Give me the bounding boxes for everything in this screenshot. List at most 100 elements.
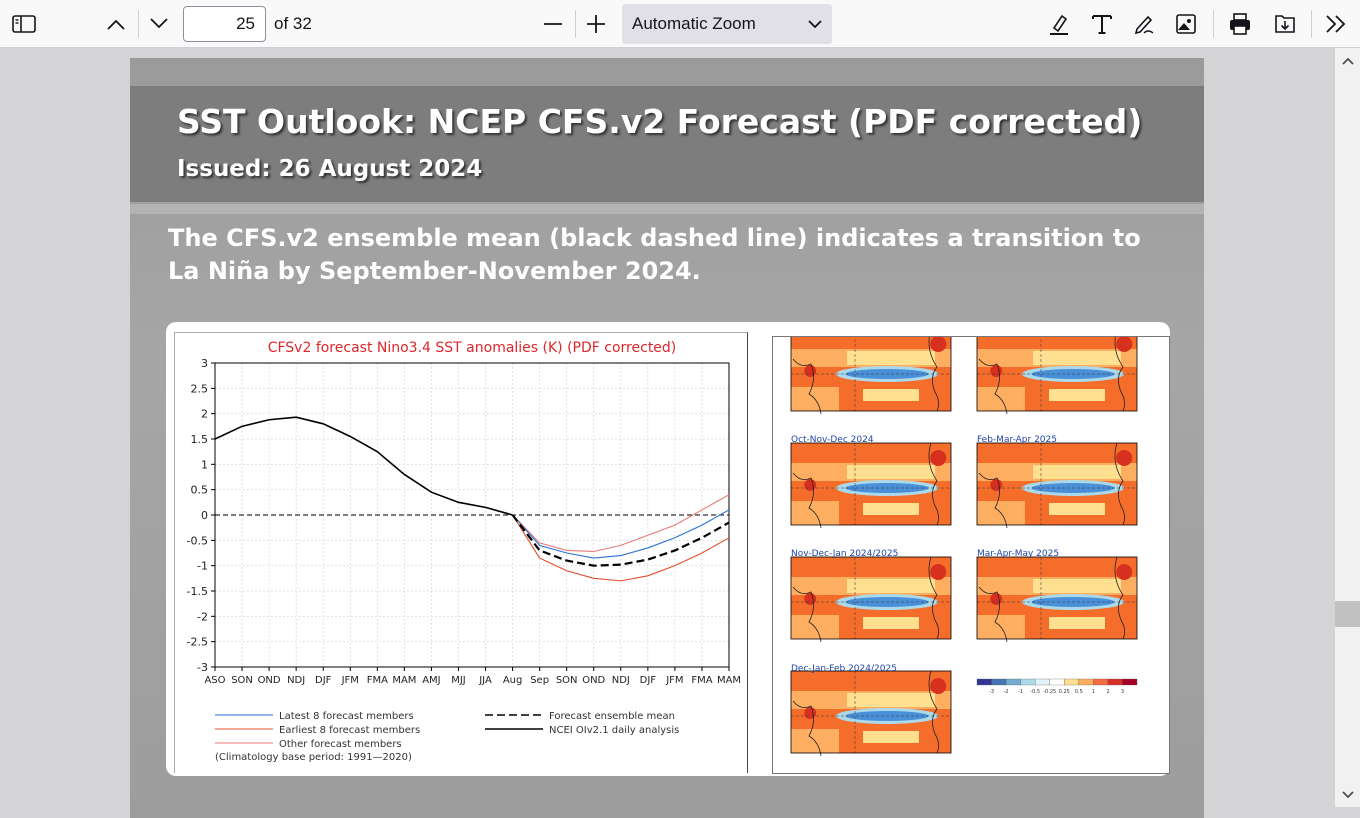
draw-icon[interactable]	[1128, 8, 1160, 40]
vertical-scrollbar[interactable]	[1335, 48, 1360, 807]
chevron-down-icon	[808, 20, 822, 28]
figure-card: CFSv2 forecast Nino3.4 SST anomalies (K)…	[166, 322, 1170, 776]
x-tick-label: NDJ	[612, 675, 630, 686]
scrollbar-thumb[interactable]	[1335, 601, 1360, 627]
colorbar-cell	[991, 678, 1007, 686]
sidebar-toggle-icon[interactable]	[8, 8, 40, 40]
y-tick-label: -1.5	[187, 585, 208, 598]
y-tick-label: 0	[201, 509, 208, 522]
y-tick-label: -3	[197, 661, 208, 674]
series-line	[512, 509, 730, 559]
highlight-icon[interactable]	[1043, 8, 1075, 40]
map-label: Oct-Nov-Dec 2024	[791, 435, 874, 445]
y-tick-label: 1	[201, 458, 208, 471]
x-tick-label: AMJ	[422, 675, 440, 686]
legend-label: Forecast ensemble mean	[549, 711, 675, 722]
colorbar-cell	[1107, 678, 1123, 686]
print-icon[interactable]	[1224, 8, 1256, 40]
x-tick-label: DJF	[315, 675, 332, 686]
colorbar-cell	[1078, 678, 1094, 686]
text-tool-icon[interactable]	[1086, 8, 1118, 40]
previous-page-button[interactable]	[100, 8, 132, 40]
colorbar-cell	[1064, 678, 1079, 686]
scroll-up-icon[interactable]	[1341, 54, 1355, 68]
toolbar-divider	[575, 10, 576, 38]
sst-map-panel	[976, 337, 1138, 415]
toolbar-divider	[1213, 10, 1214, 38]
legend-label: Other forecast members	[279, 739, 402, 750]
y-tick-label: 2.5	[191, 382, 209, 395]
zoom-select-label: Automatic Zoom	[632, 14, 756, 33]
scroll-down-icon[interactable]	[1341, 788, 1355, 802]
colorbar-cell	[976, 678, 992, 686]
x-tick-label: Sep	[530, 675, 549, 686]
more-tools-icon[interactable]	[1320, 8, 1352, 40]
colorbar-tick-label: -0.25	[1043, 689, 1056, 695]
legend-label: Earliest 8 forecast members	[279, 725, 420, 736]
nino34-forecast-chart: CFSv2 forecast Nino3.4 SST anomalies (K)…	[187, 340, 742, 763]
y-tick-label: -2.5	[187, 636, 208, 649]
sst-map-panel	[790, 337, 952, 415]
x-tick-label: JFM	[341, 675, 359, 686]
page-number-input[interactable]	[183, 6, 266, 42]
x-tick-label: SON	[556, 675, 578, 686]
zoom-select[interactable]: Automatic Zoom	[622, 4, 832, 44]
toolbar-divider	[1311, 10, 1312, 38]
plot-frame: CFSv2 forecast Nino3.4 SST anomalies (K)…	[174, 332, 748, 773]
issued-date: Issued: 26 August 2024	[177, 156, 483, 182]
x-tick-label: Aug	[503, 675, 523, 686]
y-tick-label: 1.5	[191, 433, 209, 446]
colorbar-tick-label: 0.5	[1075, 689, 1083, 695]
sst-map-panel	[790, 556, 952, 643]
zoom-in-button[interactable]	[580, 8, 612, 40]
colorbar-tick-label: -3	[989, 689, 994, 695]
series-line	[512, 514, 730, 582]
x-tick-label: DJF	[640, 675, 657, 686]
x-tick-label: SON	[231, 675, 253, 686]
toolbar-divider	[138, 10, 139, 38]
legend-label: Latest 8 forecast members	[279, 711, 414, 722]
y-tick-label: -0.5	[187, 534, 208, 547]
x-tick-label: MJJ	[451, 675, 466, 686]
chart-title: CFSv2 forecast Nino3.4 SST anomalies (K)…	[268, 340, 677, 356]
series-line	[511, 514, 730, 567]
page-count-label: of 32	[274, 14, 312, 33]
next-page-button[interactable]	[143, 8, 175, 40]
colorbar-tick-label: -0.5	[1030, 689, 1040, 695]
y-tick-label: 0.5	[191, 484, 209, 497]
x-tick-label: OND	[582, 675, 605, 686]
colorbar-tick-label: 1	[1092, 689, 1095, 695]
y-tick-label: 2	[201, 408, 208, 421]
zoom-out-button[interactable]	[537, 8, 569, 40]
colorbar-tick-label: 0.25	[1059, 689, 1070, 695]
title-band	[130, 86, 1204, 202]
map-label: Dec-Jan-Feb 2024/2025	[791, 664, 897, 674]
sst-anomaly-maps: -3 -2 -1 -0.5 -0.25 0.25 0.5 1 2 3 Oct-Nov-Dec 20…	[772, 336, 1170, 774]
x-tick-label: MAM	[392, 675, 416, 686]
x-tick-label: FMA	[691, 675, 712, 686]
x-tick-label: ASO	[204, 675, 225, 686]
legend-label: NCEI OIv2.1 daily analysis	[549, 725, 679, 736]
colorbar-tick-label: 2	[1106, 689, 1109, 695]
y-tick-label: -2	[197, 610, 208, 623]
sst-map-panel	[976, 442, 1138, 529]
x-tick-label: JJA	[478, 675, 492, 686]
sst-map-panel	[790, 670, 952, 757]
pdf-page: SST Outlook: NCEP CFS.v2 Forecast (PDF c…	[130, 58, 1204, 818]
x-tick-label: FMA	[367, 675, 388, 686]
download-icon[interactable]	[1269, 8, 1301, 40]
x-tick-label: MAM	[717, 675, 741, 686]
image-icon[interactable]	[1170, 8, 1202, 40]
x-tick-label: OND	[258, 675, 281, 686]
colorbar-cell	[1093, 678, 1109, 686]
map-label: Nov-Dec-Jan 2024/2025	[791, 549, 899, 559]
colorbar-tick-label: 3	[1121, 689, 1124, 695]
divider-band	[130, 204, 1204, 214]
colorbar-cell	[1035, 678, 1050, 686]
series-line	[214, 416, 513, 516]
slide-description: The CFS.v2 ensemble mean (black dashed l…	[168, 224, 1141, 285]
colorbar-cell	[1005, 678, 1021, 686]
x-tick-label: JFM	[665, 675, 683, 686]
colorbar-cell	[1049, 678, 1065, 686]
colorbar-tick-label: -2	[1004, 689, 1009, 695]
